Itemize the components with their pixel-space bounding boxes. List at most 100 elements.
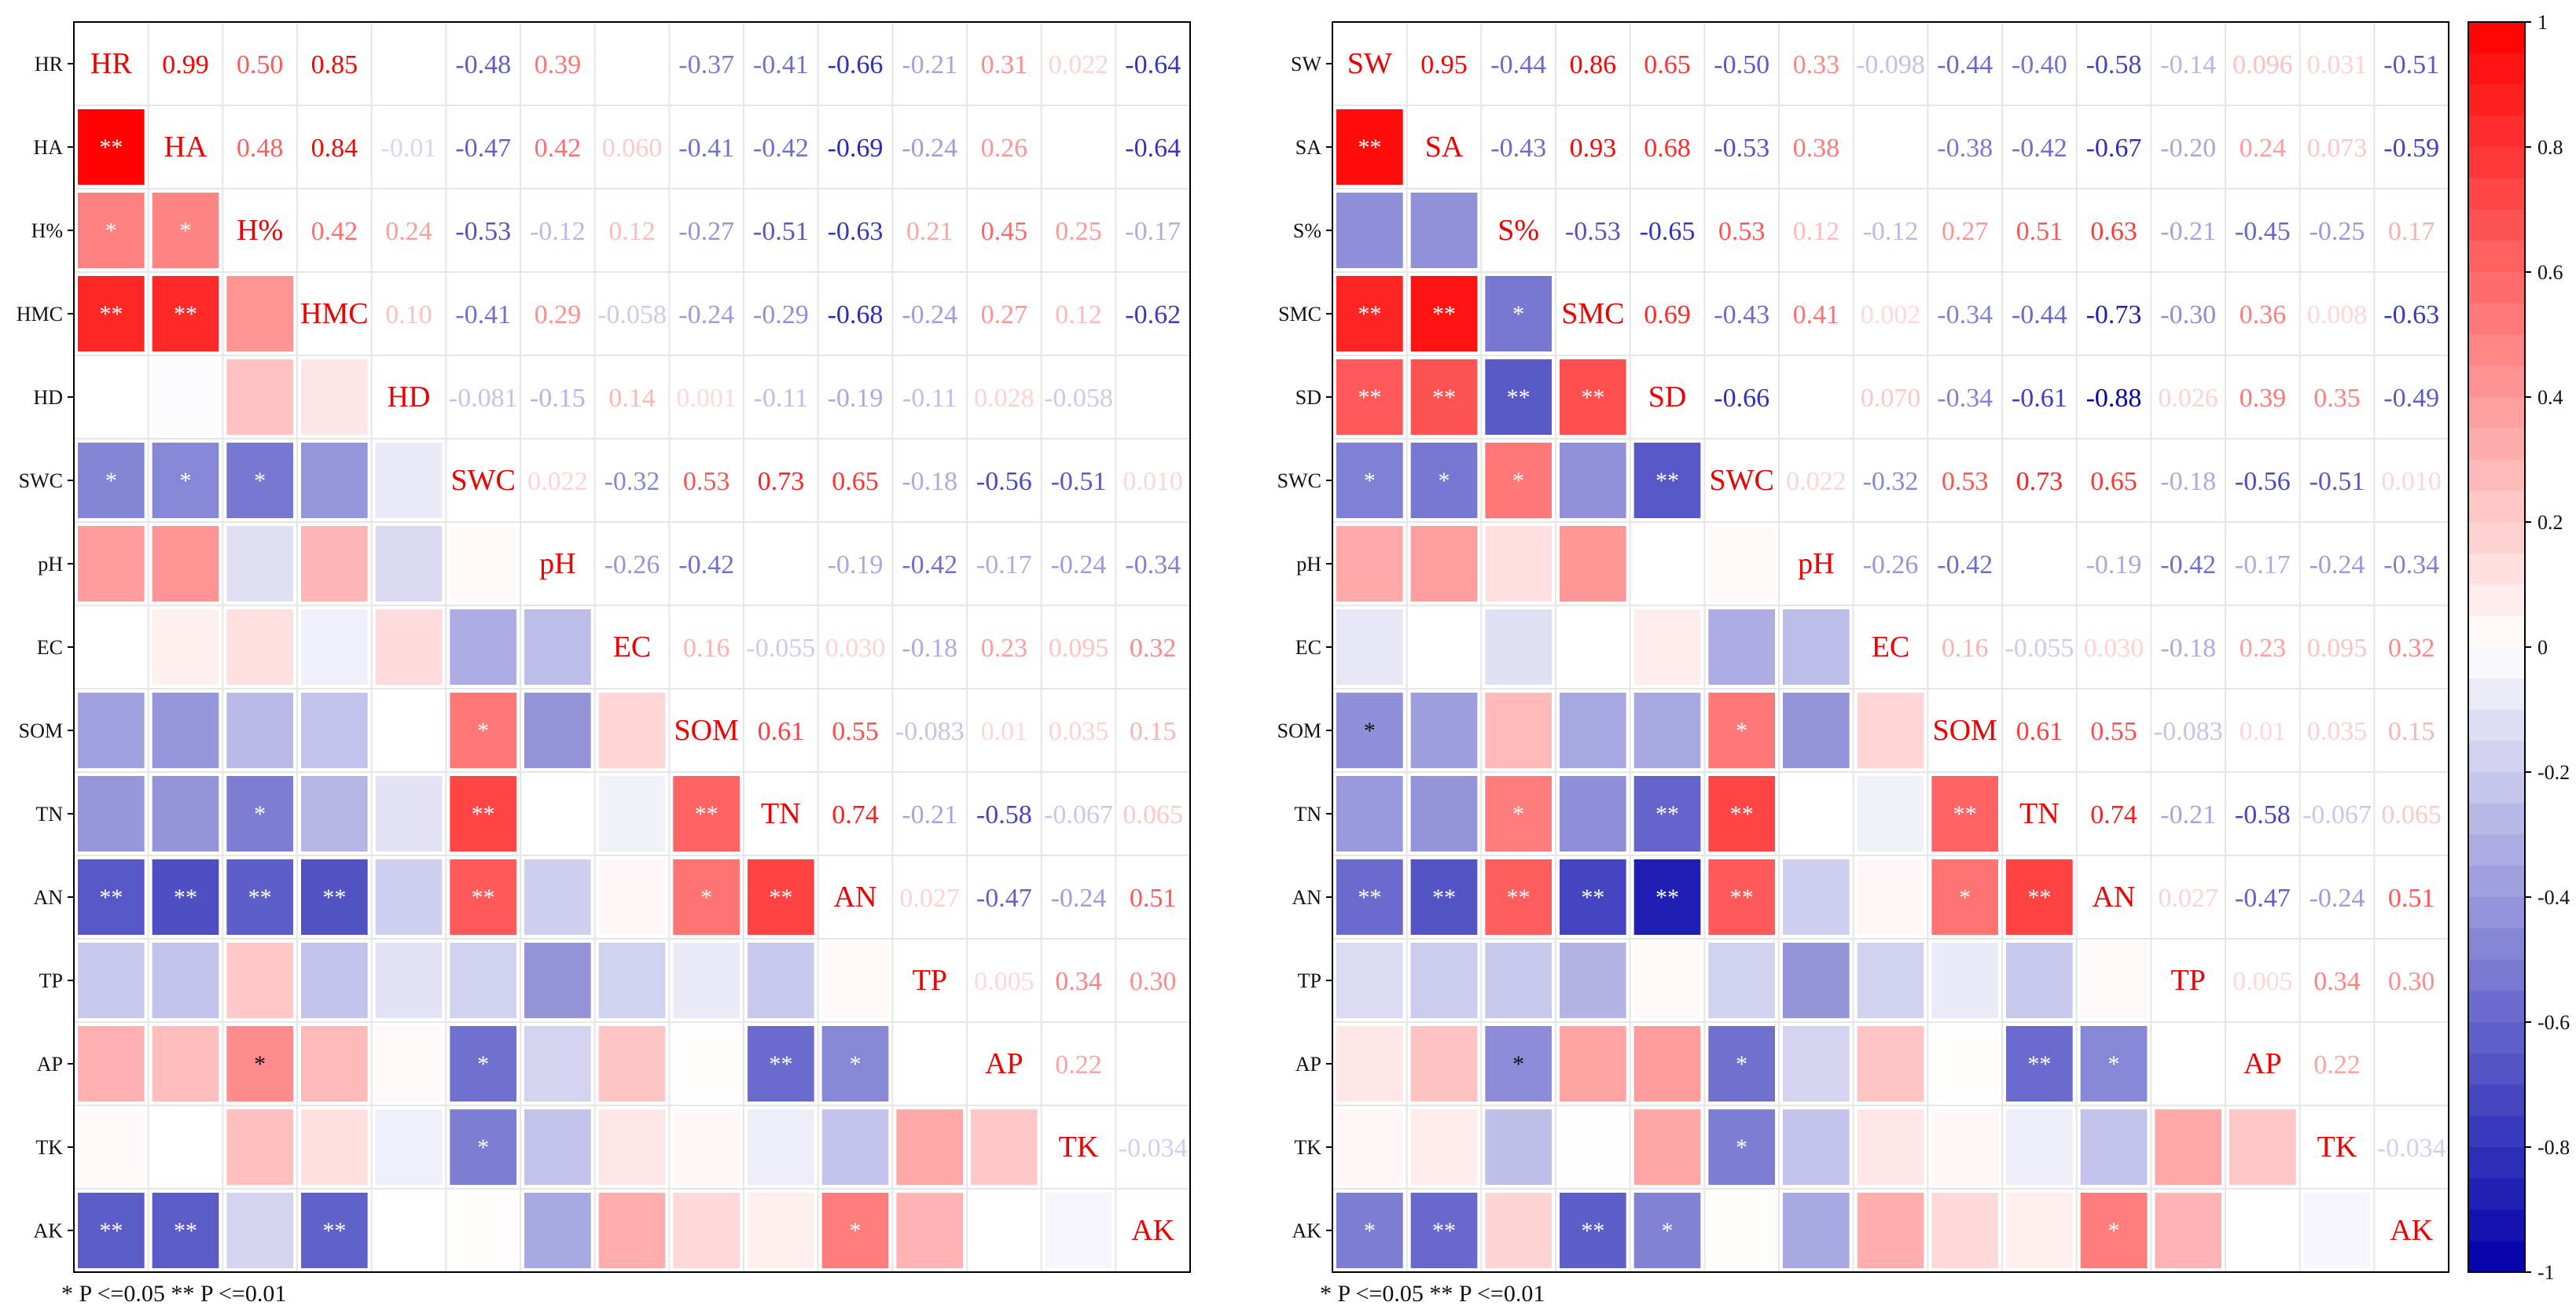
heatmap-cell [821, 943, 889, 1018]
correlation-value-label: 0.01 [981, 717, 1028, 746]
correlation-value-label: 0.060 [602, 134, 663, 163]
colorbar-segment [2468, 491, 2525, 523]
heatmap-cell [375, 1026, 443, 1102]
correlation-value-label: 0.17 [2388, 217, 2435, 246]
heatmap-cell [78, 193, 145, 268]
correlation-value-label: 0.005 [2232, 967, 2293, 996]
heatmap-cell [1708, 776, 1775, 851]
heatmap-cell [2303, 1193, 2371, 1268]
correlation-value-label: 0.030 [2084, 634, 2144, 663]
heatmap-cell [821, 1109, 889, 1185]
correlation-value-label: 0.73 [758, 467, 805, 496]
correlation-value-label: 0.070 [1861, 384, 1921, 413]
diagonal-variable-label: S% [1497, 214, 1539, 247]
correlation-value-label: -0.067 [1044, 800, 1113, 829]
heatmap-cell [301, 943, 368, 1018]
heatmap-cell [78, 859, 145, 935]
correlation-value-label: 0.34 [2313, 967, 2361, 996]
significance-label: ** [1358, 134, 1381, 160]
correlation-value-label: -0.64 [1125, 134, 1181, 163]
correlation-value-label: 0.035 [1049, 717, 1109, 746]
correlation-value-label: 0.16 [1942, 634, 1989, 663]
colorbar-segment [2468, 1022, 2525, 1054]
heatmap-cell [1336, 359, 1403, 435]
heatmap-cell [748, 1193, 814, 1268]
correlation-value-label: 0.15 [2388, 717, 2435, 746]
significance-label: * [477, 718, 489, 744]
correlation-value-label: -0.055 [746, 634, 815, 663]
correlation-value-label: 0.45 [981, 217, 1028, 246]
correlation-value-label: 0.12 [608, 217, 656, 246]
correlation-value-label: -0.083 [2154, 717, 2223, 746]
heatmap-cell [301, 1109, 368, 1185]
correlation-value-label: 0.030 [825, 634, 886, 663]
significance-label: * [477, 1135, 489, 1160]
correlation-value-label: -0.32 [604, 467, 660, 496]
colorbar-segment [2468, 1178, 2525, 1211]
correlation-value-label: -0.43 [1490, 134, 1546, 163]
heatmap-cell [1485, 1026, 1552, 1102]
heatmap-cell [1931, 776, 1998, 851]
heatmap-cell [226, 1193, 293, 1268]
colorbar-segment [2468, 584, 2525, 617]
heatmap-cell [524, 693, 591, 768]
heatmap-cell [1336, 693, 1403, 768]
heatmap-cell [301, 776, 368, 851]
heatmap-cell [1485, 359, 1552, 435]
heatmap-cell [1708, 1109, 1775, 1185]
heatmap-cell [673, 1109, 740, 1185]
correlation-value-label: -0.47 [976, 884, 1032, 913]
heatmap-cell [821, 1026, 889, 1102]
heatmap-cell [78, 1109, 145, 1185]
correlation-value-label: -0.41 [455, 300, 511, 329]
heatmap-cell [1857, 943, 1924, 1018]
diagonal-variable-label: pH [1798, 547, 1834, 580]
correlation-value-label: 0.65 [1644, 50, 1691, 79]
correlation-value-label: -0.61 [2012, 384, 2067, 413]
correlation-value-label: -0.73 [2086, 300, 2142, 329]
diagonal-variable-label: TK [1059, 1131, 1099, 1164]
heatmap-cell [524, 1193, 591, 1268]
correlation-value-label: -0.63 [2383, 300, 2439, 329]
significance-label: * [180, 218, 192, 244]
correlation-value-label: 0.53 [1718, 217, 1766, 246]
heatmap-cell [1633, 693, 1701, 768]
heatmap-cell [1336, 443, 1403, 518]
heatmap-cell [896, 1193, 963, 1268]
correlation-value-label: 0.005 [974, 967, 1034, 996]
heatmap-cell [450, 1193, 516, 1268]
heatmap-cell [375, 526, 443, 601]
heatmap-cell [598, 1193, 666, 1268]
colorbar-segment [2468, 959, 2525, 992]
diagonal-variable-label: SMC [1561, 297, 1624, 330]
heatmap-cell [1783, 693, 1850, 768]
correlation-value-label: 0.027 [2158, 884, 2218, 913]
heatmap-cell [598, 776, 666, 851]
row-label: EC [1295, 636, 1321, 659]
significance-label: * [2108, 1218, 2120, 1244]
correlation-value-label: 0.50 [237, 50, 284, 79]
colorbar-segment [2468, 1116, 2525, 1148]
correlation-value-label: 0.028 [974, 384, 1034, 413]
colorbar-segment [2468, 209, 2525, 242]
correlation-value-label: -0.51 [2310, 467, 2365, 496]
heatmap-cell [524, 609, 591, 685]
heatmap-cell [598, 943, 666, 1018]
color-scale-bar: 1 0.8 0.6 0.4 0.2 0 -0.2 -0.4 -0.6 -0.8 -1 [2468, 11, 2570, 1284]
row-label: TK [35, 1136, 63, 1159]
correlation-value-label: 0.026 [2158, 384, 2218, 413]
diagonal-variable-label: TK [2317, 1131, 2357, 1164]
correlation-value-label: 0.21 [906, 217, 954, 246]
significance-label: * [1364, 718, 1376, 744]
heatmap-cell [78, 609, 145, 685]
colorbar-segment [2468, 147, 2525, 179]
colorbar-segment [2468, 303, 2525, 336]
correlation-value-label: -0.25 [2310, 217, 2365, 246]
heatmap-cell [821, 1193, 889, 1268]
correlation-value-label: -0.41 [678, 134, 734, 163]
diagonal-variable-label: HMC [300, 297, 369, 330]
correlation-value-label: -0.24 [678, 300, 734, 329]
correlation-value-label: -0.68 [828, 300, 884, 329]
correlation-value-label: 0.95 [1420, 50, 1468, 79]
row-label: HD [33, 386, 63, 409]
